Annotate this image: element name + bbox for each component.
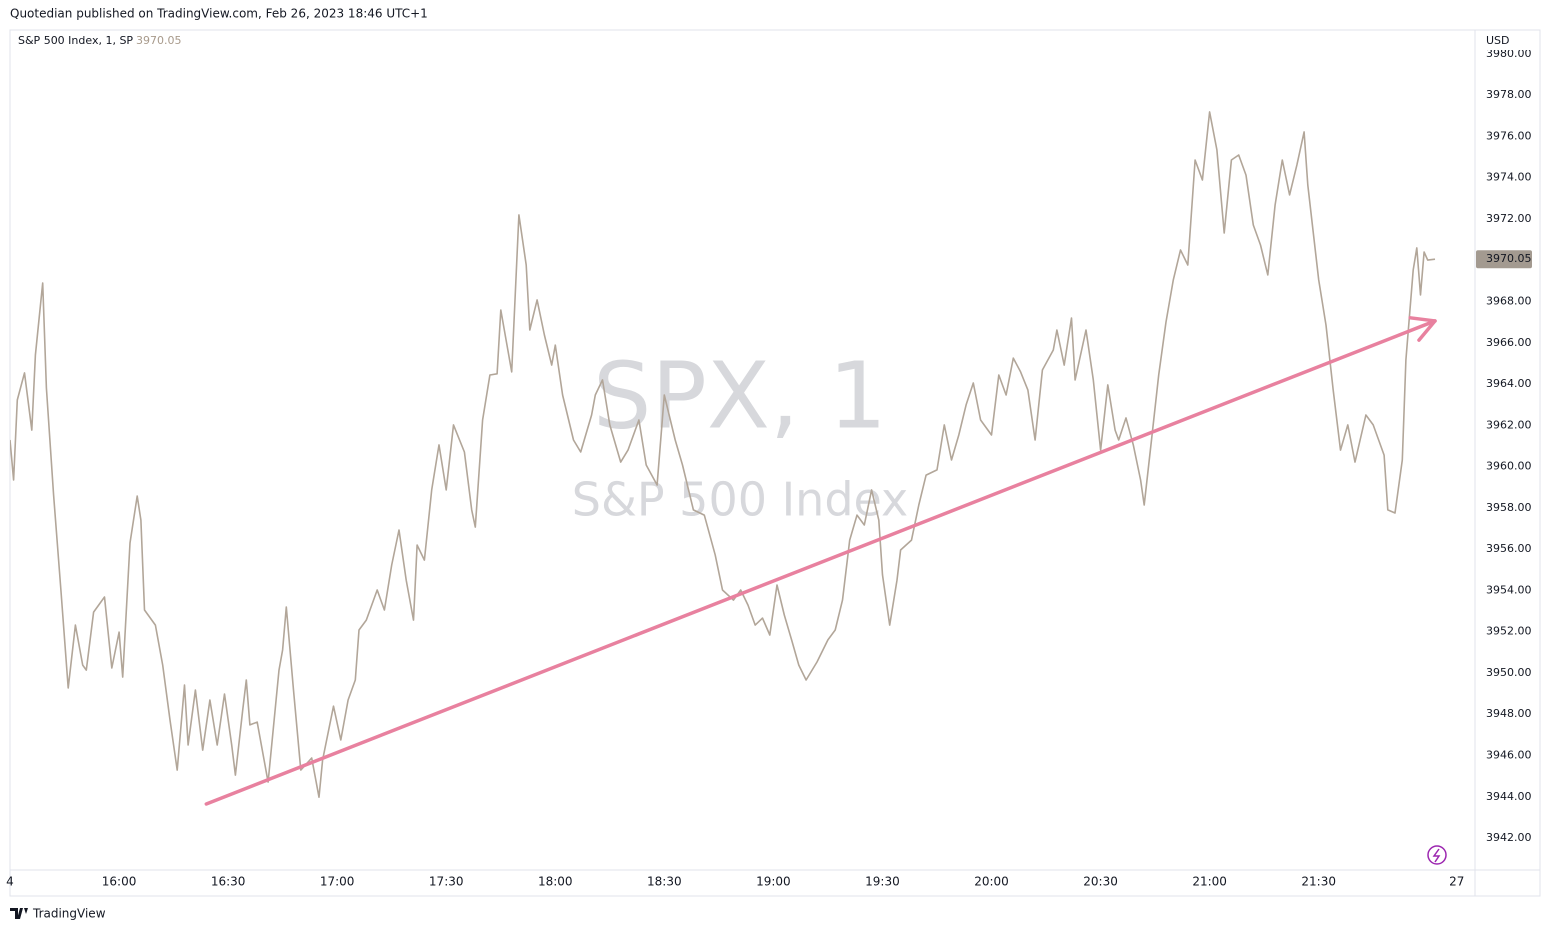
x-tick-label: 17:00 <box>320 875 355 889</box>
trend-line <box>204 319 1437 806</box>
x-tick-label: 18:30 <box>647 875 682 889</box>
y-tick-label: 3952.00 <box>1486 625 1532 638</box>
y-tick-label: 3972.00 <box>1486 212 1532 225</box>
y-tick-label: 3962.00 <box>1486 418 1532 431</box>
last-price-label: 3970.05 <box>1486 252 1532 265</box>
trend-arrow-head <box>1408 316 1437 342</box>
y-tick-label: 3948.00 <box>1486 707 1532 720</box>
y-tick-label: 3976.00 <box>1486 129 1532 142</box>
publish-info: Quotedian published on TradingView.com, … <box>10 7 428 21</box>
alert-icon-bolt <box>1432 848 1441 863</box>
footer-brand: TradingView <box>32 907 106 921</box>
alert-icon[interactable] <box>1427 845 1447 865</box>
x-tick-label: 27 <box>1449 875 1464 889</box>
x-tick-label: 20:00 <box>974 875 1009 889</box>
y-tick-label: 3942.00 <box>1486 831 1532 844</box>
y-tick-label: 3950.00 <box>1486 666 1532 679</box>
y-tick-label: 3954.00 <box>1486 583 1532 596</box>
y-tick-label: 3968.00 <box>1486 295 1532 308</box>
y-tick-label: 3980.00 <box>1486 47 1532 60</box>
price-line <box>10 111 1436 798</box>
y-tick-label: 3978.00 <box>1486 88 1532 101</box>
x-tick-label: 21:30 <box>1301 875 1336 889</box>
currency-bg <box>1477 31 1537 50</box>
watermark-symbol: SPX, 1 <box>593 342 887 449</box>
frame <box>9 29 1541 897</box>
plot-area <box>10 111 1437 806</box>
x-tick-label: 19:30 <box>865 875 900 889</box>
y-tick-label: 3964.00 <box>1486 377 1532 390</box>
x-tick-label: 18:00 <box>538 875 573 889</box>
x-tick-label: 21:00 <box>1192 875 1227 889</box>
currency-label: USD <box>1486 34 1510 47</box>
axes: 3942.00 3944.00 3946.00 3948.00 3950.00 3952.… <box>6 31 1537 889</box>
x-tick-label: 16:30 <box>211 875 246 889</box>
y-tick-label: 3974.00 <box>1486 171 1532 184</box>
x-tick-label: 16:00 <box>102 875 137 889</box>
legend-last-price: 3970.05 <box>136 34 182 47</box>
x-tick-label: 20:30 <box>1083 875 1118 889</box>
y-tick-label: 3946.00 <box>1486 748 1532 761</box>
y-tick-label: 3958.00 <box>1486 501 1532 514</box>
y-tick-label: 3944.00 <box>1486 790 1532 803</box>
x-tick-label: 17:30 <box>429 875 464 889</box>
legend-symbol: S&P 500 Index, 1, SP <box>18 34 133 47</box>
y-tick-label: 3960.00 <box>1486 460 1532 473</box>
x-tick-label: 4 <box>6 875 14 889</box>
x-tick-label: 19:00 <box>756 875 791 889</box>
last-price-box <box>1476 250 1532 269</box>
watermark-name: S&P 500 Index <box>572 473 909 527</box>
tradingview-logo <box>10 908 28 919</box>
y-tick-label: 3956.00 <box>1486 542 1532 555</box>
y-tick-label: 3966.00 <box>1486 336 1532 349</box>
